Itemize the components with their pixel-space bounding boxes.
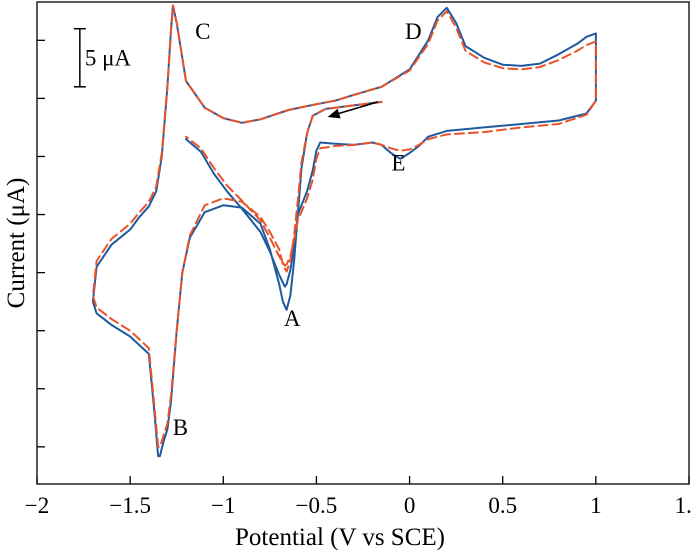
series-layer (91, 4, 597, 458)
plot-frame (36, 1, 690, 485)
x-axis-ticks (36, 476, 690, 484)
scale-bar-label: 5 μA (85, 46, 132, 71)
x-tick-label: 1 (590, 493, 602, 518)
x-tick-label: −2 (25, 493, 49, 518)
x-axis-tick-labels: −2 −1.5 −1 −0.5 0 0.5 1 1.5 (25, 493, 693, 518)
x-tick-label: 0.5 (488, 493, 517, 518)
peak-label: E (391, 150, 405, 175)
peak-label: C (195, 19, 210, 44)
scale-bar (73, 27, 86, 88)
peak-labels: A B C D E (173, 19, 422, 440)
y-axis-ticks (37, 39, 45, 448)
peak-label: D (405, 19, 422, 44)
peak-label: A (284, 306, 301, 331)
series-line-dashed (91, 4, 597, 448)
x-tick-label: −1 (211, 493, 235, 518)
peak-label: B (173, 415, 188, 440)
arrow-shaft (333, 101, 379, 116)
x-tick-label: −0.5 (296, 493, 338, 518)
x-tick-label: 1.5 (675, 493, 693, 518)
y-axis-label: Current (μA) (3, 178, 30, 309)
sweep-direction-arrow (327, 101, 379, 119)
x-axis-label: Potential (V vs SCE) (235, 524, 445, 551)
x-tick-label: −1.5 (109, 493, 151, 518)
arrow-head (327, 108, 341, 119)
x-tick-label: 0 (404, 493, 416, 518)
